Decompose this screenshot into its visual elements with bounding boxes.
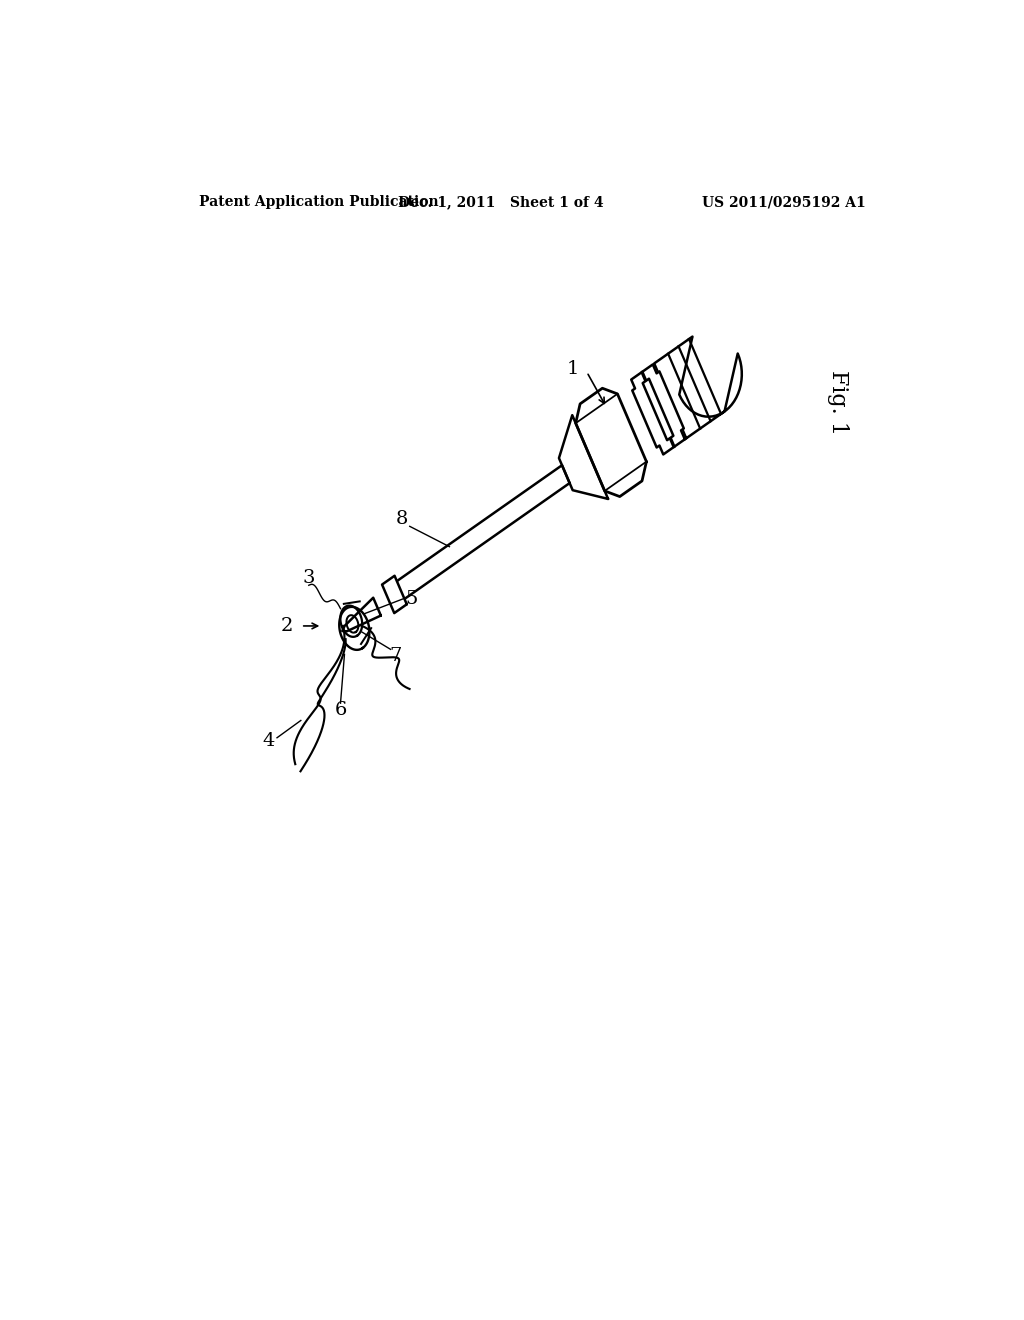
Text: 6: 6 xyxy=(334,701,347,719)
Text: Dec. 1, 2011   Sheet 1 of 4: Dec. 1, 2011 Sheet 1 of 4 xyxy=(398,195,604,209)
Polygon shape xyxy=(642,364,685,447)
Text: 1: 1 xyxy=(566,360,579,378)
Polygon shape xyxy=(382,576,407,612)
Text: Patent Application Publication: Patent Application Publication xyxy=(200,195,439,209)
Polygon shape xyxy=(654,337,741,438)
Text: 8: 8 xyxy=(395,511,408,528)
Polygon shape xyxy=(559,416,608,499)
Text: 5: 5 xyxy=(406,590,418,607)
Polygon shape xyxy=(390,465,569,603)
Text: Fig. 1: Fig. 1 xyxy=(827,370,849,434)
Polygon shape xyxy=(342,598,381,631)
Text: 4: 4 xyxy=(263,731,275,750)
Polygon shape xyxy=(631,372,675,454)
Text: 2: 2 xyxy=(282,616,294,635)
Text: 7: 7 xyxy=(390,647,402,665)
Text: US 2011/0295192 A1: US 2011/0295192 A1 xyxy=(702,195,866,209)
Polygon shape xyxy=(575,388,646,496)
Text: 3: 3 xyxy=(302,569,315,587)
